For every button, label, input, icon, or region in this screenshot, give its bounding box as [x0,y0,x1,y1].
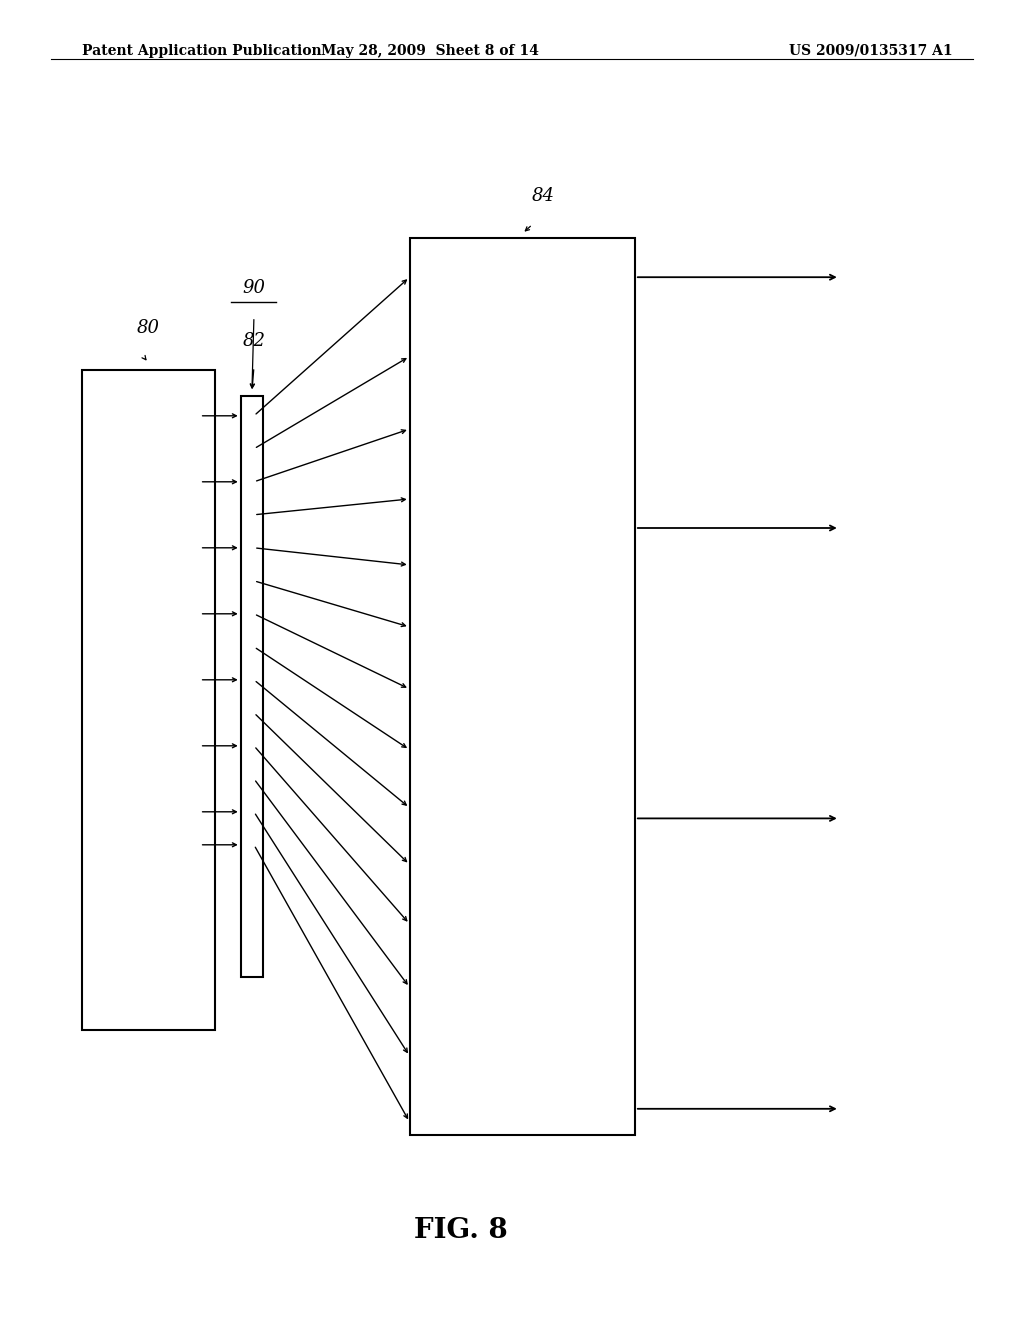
Text: FIG. 8: FIG. 8 [414,1217,508,1243]
Text: May 28, 2009  Sheet 8 of 14: May 28, 2009 Sheet 8 of 14 [322,44,539,58]
Bar [82,370,215,1030]
Text: 90: 90 [243,279,265,297]
Text: Patent Application Publication: Patent Application Publication [82,44,322,58]
Bar [241,396,263,977]
Text: 84: 84 [531,186,554,205]
Text: 80: 80 [137,318,160,337]
Text: 82: 82 [243,331,265,350]
Text: US 2009/0135317 A1: US 2009/0135317 A1 [788,44,952,58]
Bar [410,238,635,1135]
